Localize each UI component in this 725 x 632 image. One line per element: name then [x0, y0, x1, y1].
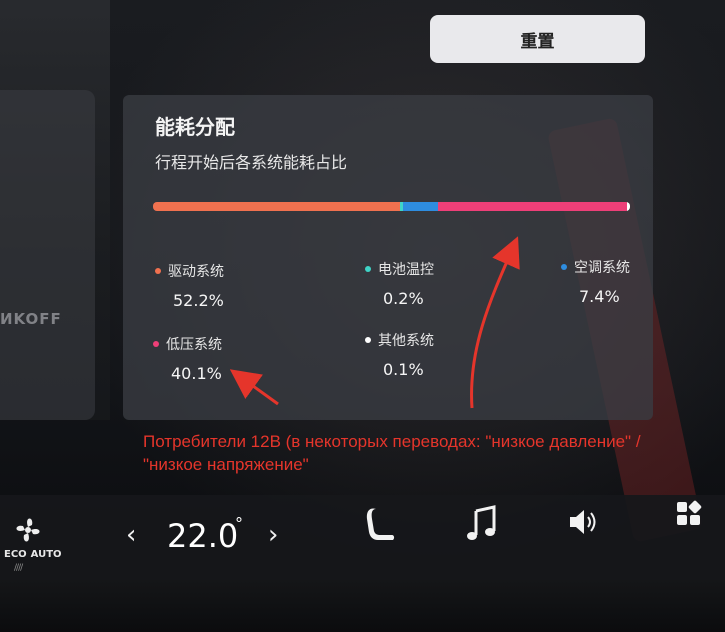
legend-item-drive: 驱动系统 52.2% — [155, 261, 224, 310]
legend-dot — [153, 341, 159, 347]
temperature-increase-button[interactable]: › — [268, 520, 279, 550]
legend-label: 其他系统 — [378, 333, 434, 349]
legend-dot — [365, 337, 371, 343]
fan-level-indicator: //// — [14, 563, 23, 573]
energy-distribution-panel: 能耗分配 行程开始后各系统能耗占比 驱动系统 52.2% 电池温控 0.2% 空… — [123, 95, 653, 420]
energy-bar-segment — [399, 202, 403, 211]
apps-grid-icon[interactable] — [675, 500, 703, 532]
legend-label: 空调系统 — [574, 260, 630, 276]
energy-bar-segment — [402, 202, 438, 211]
legend-item-low-voltage: 低压系统 40.1% — [153, 334, 222, 383]
legend-label: 电池温控 — [378, 262, 434, 278]
auto-label: AUTO — [30, 549, 62, 560]
temperature-value: 22.0 — [167, 517, 239, 555]
reset-button[interactable]: 重置 — [430, 15, 645, 63]
panel-title: 能耗分配 — [155, 115, 235, 139]
energy-share-bar — [153, 202, 630, 211]
legend-value: 0.1% — [383, 360, 424, 379]
legend-dot — [561, 264, 567, 270]
energy-bar-segment — [437, 202, 627, 211]
legend-item-air-conditioning: 空调系统 7.4% — [561, 257, 630, 306]
legend-value: 0.2% — [383, 289, 424, 308]
seat-heat-icon[interactable] — [362, 505, 398, 549]
temperature-decrease-button[interactable]: ‹ — [126, 520, 137, 550]
legend-value: 52.2% — [173, 291, 224, 310]
legend-dot — [155, 268, 161, 274]
eco-label: ECO — [4, 549, 27, 560]
legend-item-battery-thermal: 电池温控 0.2% — [365, 259, 434, 308]
legend-label: 低压系统 — [166, 337, 222, 353]
background-card-text: ИKOFF — [0, 310, 62, 328]
background-card — [0, 90, 95, 420]
screen-bezel — [0, 580, 725, 632]
annotation-text: Потребители 12В (в некоторых переводах: … — [143, 432, 641, 474]
legend-item-other: 其他系统 0.1% — [365, 330, 434, 379]
climate-control-bar — [0, 495, 725, 580]
volume-icon[interactable] — [566, 505, 600, 543]
panel-subtitle: 行程开始后各系统能耗占比 — [155, 153, 348, 172]
legend-value: 40.1% — [171, 364, 222, 383]
energy-bar-segment — [153, 202, 400, 211]
climate-mode-label[interactable]: ECO AUTO — [4, 549, 62, 560]
legend-value: 7.4% — [579, 287, 620, 306]
temperature-unit: ° — [235, 514, 243, 533]
energy-bar-segment — [627, 202, 630, 211]
legend-label: 驱动系统 — [168, 264, 224, 280]
legend-dot — [365, 266, 371, 272]
music-icon[interactable] — [464, 505, 498, 547]
fan-icon[interactable] — [10, 512, 46, 552]
